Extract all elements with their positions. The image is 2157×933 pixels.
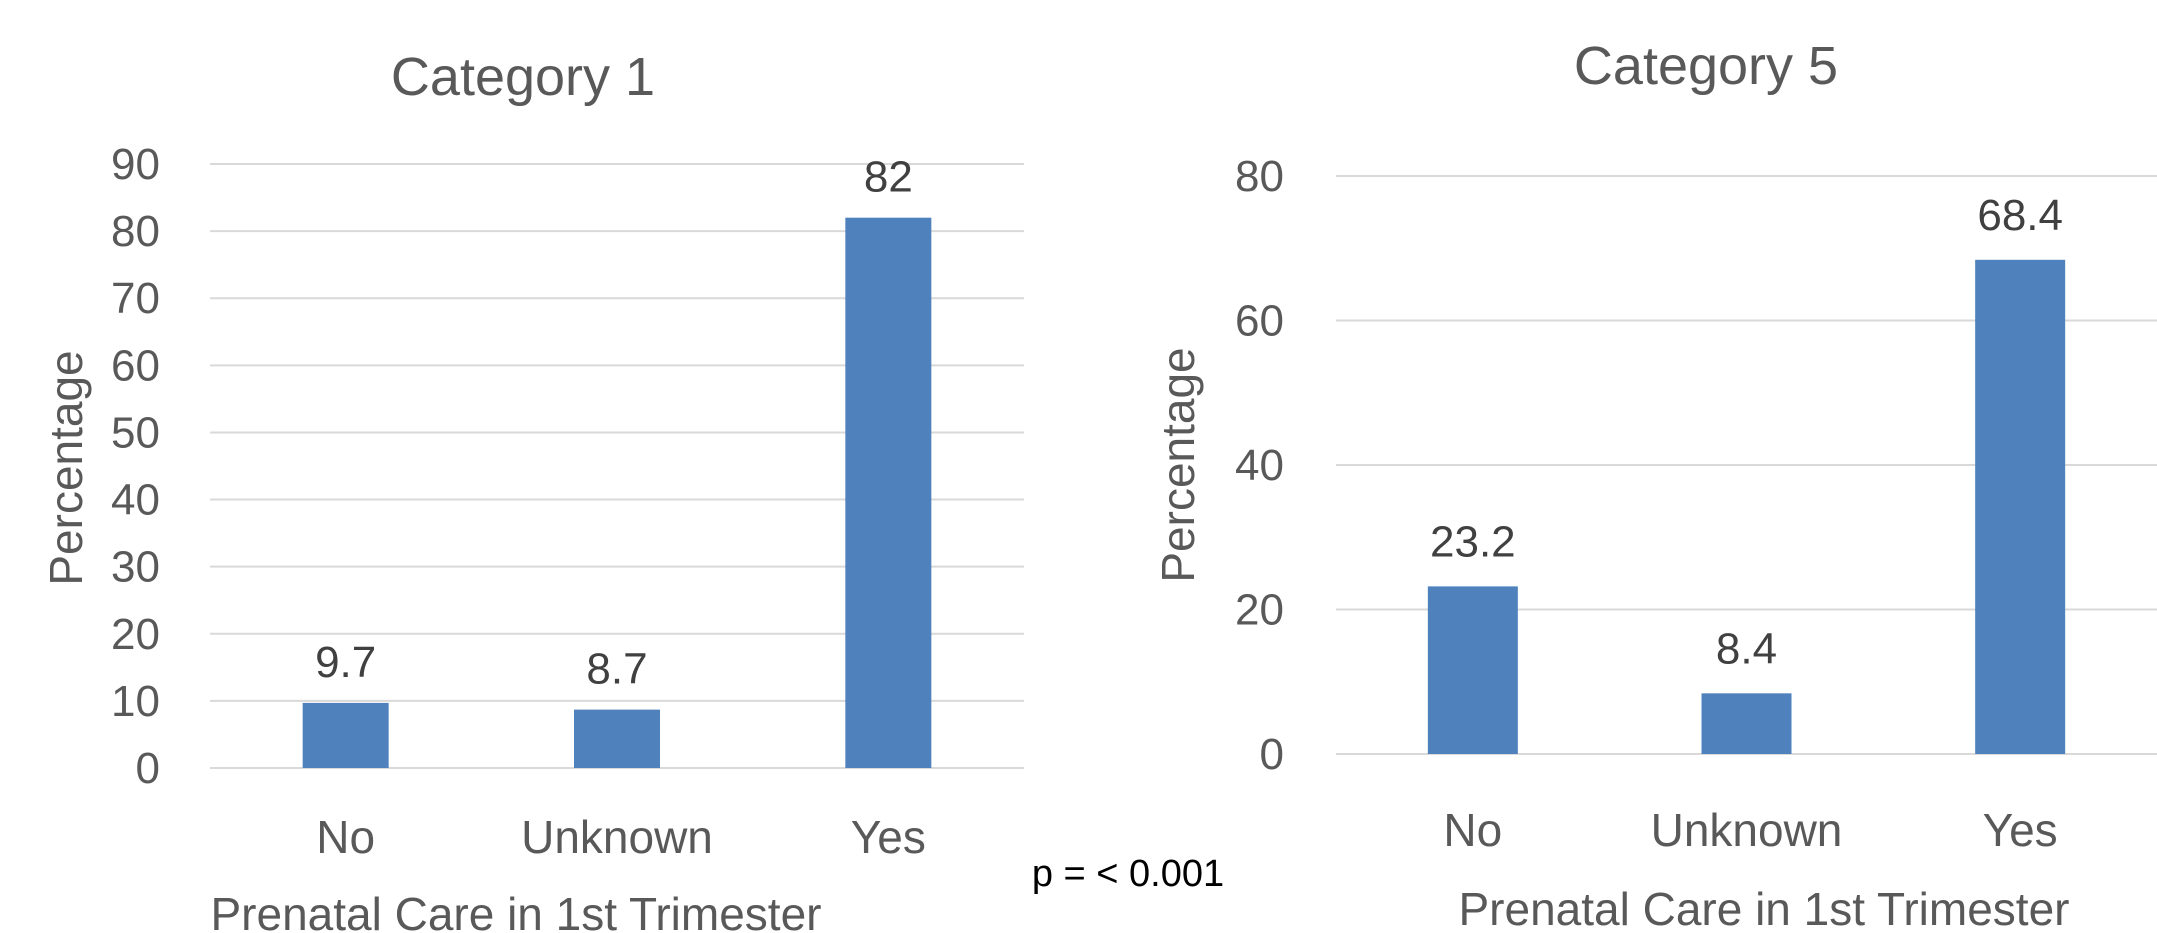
bar-unknown [1701,693,1792,754]
y-tick-label: 10 [111,677,160,726]
x-tick-label: No [1443,804,1502,856]
y-axis-label: Percentage [1152,347,1204,582]
y-tick-label: 20 [111,610,160,659]
chart-category-5: Category 5 Percentage Prenatal Care in 1… [1152,36,2157,933]
p-value-annotation: p = < 0.001 [1032,853,1224,895]
bar-yes [845,217,932,768]
x-axis-label: Prenatal Care in 1st Trimester [1458,883,2069,933]
y-tick-label: 40 [1235,441,1284,490]
y-tick-label: 0 [1260,730,1284,779]
y-tick-label: 90 [111,140,160,189]
bar-unknown [574,709,660,768]
x-tick-label: Unknown [1651,804,1843,856]
chart-category-1: Category 1 Percentage Prenatal Care in 1… [40,47,1024,933]
y-tick-label: 20 [1235,586,1284,635]
y-tick-label: 70 [111,274,160,323]
gridlines [210,163,1024,769]
y-tick-label: 0 [136,744,160,793]
data-label: 68.4 [1977,191,2063,240]
x-tick-label: Unknown [521,811,713,863]
y-tick-label: 40 [111,476,160,525]
x-tick-label: No [316,811,375,863]
bar-no [302,702,389,768]
x-tick-label: Yes [851,811,926,863]
data-label: 8.4 [1716,624,1777,673]
chart-title: Category 1 [391,47,655,107]
data-label: 23.2 [1430,517,1516,566]
y-tick-label: 80 [1235,152,1284,201]
y-axis-label: Percentage [40,350,92,585]
data-label: 8.7 [586,645,647,694]
data-label: 82 [864,153,913,202]
x-axis-label: Prenatal Care in 1st Trimester [210,888,821,933]
chart-title: Category 5 [1574,36,1838,96]
bar-yes [1975,259,2066,754]
x-tick-label: Yes [1983,804,2058,856]
bar-no [1427,586,1518,754]
y-tick-label: 80 [111,207,160,256]
y-tick-label: 60 [111,341,160,390]
data-label: 9.7 [315,638,376,687]
y-tick-label: 60 [1235,297,1284,346]
y-tick-label: 50 [111,408,160,457]
y-tick-label: 30 [111,543,160,592]
